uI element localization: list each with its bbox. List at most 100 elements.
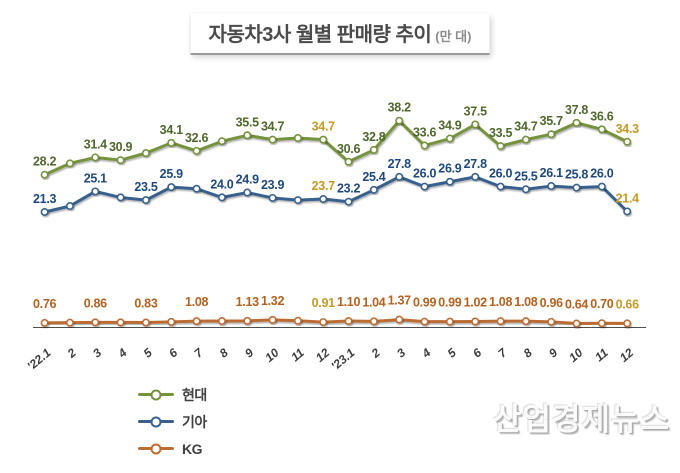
svg-text:23.2: 23.2	[337, 182, 360, 196]
svg-text:34.7: 34.7	[514, 120, 537, 134]
svg-text:9: 9	[242, 345, 256, 360]
legend-item-kg: KG	[138, 435, 207, 462]
svg-text:0.76: 0.76	[33, 297, 56, 311]
legend-item-kia: 기아	[138, 408, 207, 435]
svg-text:1.13: 1.13	[236, 295, 259, 309]
svg-text:1.02: 1.02	[464, 295, 487, 309]
svg-text:0.64: 0.64	[565, 298, 588, 312]
svg-text:5: 5	[141, 345, 155, 360]
svg-text:34.7: 34.7	[312, 120, 335, 134]
series-기아	[40, 172, 632, 216]
svg-text:23.7: 23.7	[312, 179, 335, 193]
svg-text:0.70: 0.70	[590, 297, 613, 311]
svg-text:1.04: 1.04	[362, 295, 385, 309]
svg-text:34.9: 34.9	[438, 119, 461, 133]
svg-text:25.9: 25.9	[160, 167, 183, 181]
legend-marker-icon	[150, 443, 162, 454]
watermark-logo: 산업경제뉴스	[492, 402, 670, 437]
chart-legend: 현대 기아 KG	[138, 381, 207, 462]
svg-text:25.1: 25.1	[84, 171, 107, 185]
legend-item-hyundai: 현대	[138, 381, 207, 408]
svg-text:9: 9	[546, 345, 560, 360]
svg-text:6: 6	[470, 345, 484, 360]
svg-text:2: 2	[64, 345, 79, 361]
svg-text:23.5: 23.5	[134, 180, 157, 194]
svg-text:0.99: 0.99	[413, 296, 436, 310]
svg-text:33.6: 33.6	[413, 126, 436, 140]
series-현대	[40, 116, 632, 179]
svg-text:34.7: 34.7	[261, 120, 284, 134]
svg-text:7: 7	[495, 345, 510, 361]
svg-text:37.8: 37.8	[565, 103, 588, 117]
series-KG	[40, 315, 632, 328]
svg-text:21.4: 21.4	[616, 191, 639, 205]
svg-text:32.6: 32.6	[185, 131, 208, 145]
svg-text:11: 11	[592, 345, 611, 364]
chart-title: 자동차3사 월별 판매량 추이	[208, 24, 432, 46]
svg-text:3: 3	[90, 345, 104, 360]
svg-text:4: 4	[419, 345, 434, 361]
svg-text:24.0: 24.0	[210, 177, 233, 191]
svg-text:11: 11	[288, 345, 307, 364]
svg-text:26.1: 26.1	[540, 166, 563, 180]
svg-text:32.8: 32.8	[362, 130, 385, 144]
svg-text:25.5: 25.5	[514, 169, 537, 183]
svg-text:0.66: 0.66	[616, 297, 639, 311]
svg-text:'23.1: '23.1	[328, 345, 357, 373]
svg-text:30.9: 30.9	[109, 140, 132, 154]
svg-text:10: 10	[566, 345, 585, 365]
legend-label: KG	[182, 440, 203, 457]
svg-text:1.08: 1.08	[514, 295, 537, 309]
svg-text:3: 3	[394, 345, 408, 360]
svg-text:12: 12	[617, 345, 636, 365]
svg-text:34.3: 34.3	[616, 122, 639, 136]
svg-text:26.0: 26.0	[413, 167, 436, 181]
svg-text:25.4: 25.4	[362, 170, 385, 184]
chart-title-box: 자동차3사 월별 판매량 추이 (만 대)	[190, 13, 490, 53]
svg-text:0.96: 0.96	[540, 296, 563, 310]
svg-text:27.8: 27.8	[464, 157, 487, 171]
labels-현대: 28.231.4 30.934.132.635.5 34.7 34.730.632.8…	[33, 101, 639, 169]
svg-text:7: 7	[191, 345, 206, 361]
labels-KG: 0.76 0.86 0.83 1.08 1.13 1.32 0.91 1.10 1.04 1.37…	[33, 294, 639, 312]
labels-기아: 21.3 25.1 23.525.9 24.0 24.9 23.9 23.7 23.225.4…	[33, 157, 639, 206]
svg-text:26.9: 26.9	[438, 162, 461, 176]
svg-text:'22.1: '22.1	[24, 345, 53, 373]
legend-marker-icon	[150, 389, 162, 400]
svg-text:35.5: 35.5	[236, 115, 259, 129]
x-axis-labels: '22.1 2 3 4 5 6 7 8 9 10 11 12'23.1 2 3 4 5 6 7 8 9 10 11 12	[24, 345, 636, 373]
svg-text:1.37: 1.37	[388, 294, 411, 308]
svg-text:1.08: 1.08	[185, 295, 208, 309]
svg-text:8: 8	[217, 345, 231, 360]
svg-text:34.1: 34.1	[160, 123, 183, 137]
svg-text:2: 2	[368, 345, 383, 361]
svg-text:6: 6	[166, 345, 180, 360]
svg-text:4: 4	[115, 345, 130, 361]
svg-text:35.7: 35.7	[540, 114, 563, 128]
svg-text:26.0: 26.0	[489, 167, 512, 181]
svg-text:23.9: 23.9	[261, 178, 284, 192]
legend-label: 현대	[182, 386, 207, 403]
svg-text:37.5: 37.5	[464, 105, 487, 119]
svg-text:21.3: 21.3	[33, 192, 56, 206]
svg-text:5: 5	[445, 345, 459, 360]
svg-text:1.32: 1.32	[261, 294, 284, 308]
svg-text:0.86: 0.86	[84, 296, 107, 310]
svg-text:0.83: 0.83	[134, 297, 157, 311]
svg-text:24.9: 24.9	[236, 173, 259, 187]
svg-text:36.6: 36.6	[590, 109, 613, 123]
svg-text:28.2: 28.2	[33, 155, 56, 169]
svg-text:1.08: 1.08	[489, 295, 512, 309]
chart-title-unit: (만 대)	[435, 29, 472, 44]
svg-text:26.0: 26.0	[590, 167, 613, 181]
svg-text:0.99: 0.99	[438, 296, 461, 310]
svg-text:25.8: 25.8	[565, 168, 588, 182]
svg-text:30.6: 30.6	[337, 142, 360, 156]
legend-marker-icon	[150, 416, 162, 427]
svg-text:1.10: 1.10	[337, 295, 360, 309]
svg-text:8: 8	[521, 345, 535, 360]
svg-text:27.8: 27.8	[388, 157, 411, 171]
svg-text:38.2: 38.2	[388, 101, 411, 115]
